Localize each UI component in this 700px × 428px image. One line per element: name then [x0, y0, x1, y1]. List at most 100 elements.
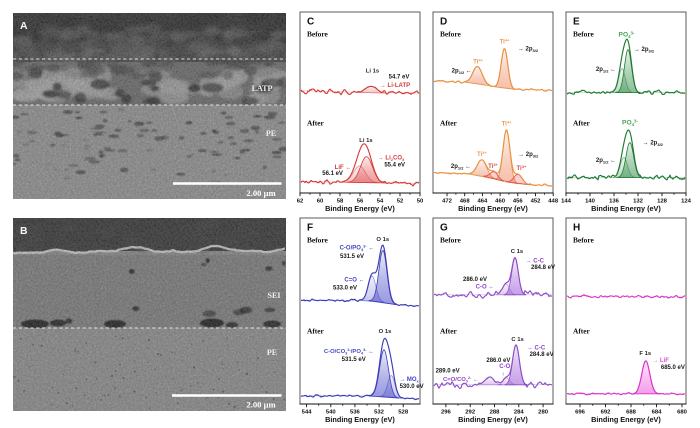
svg-text:532: 532 [374, 409, 385, 415]
svg-text:136: 136 [609, 198, 620, 204]
svg-text:→ MOx: → MOx [399, 377, 419, 384]
svg-text:After: After [440, 327, 458, 336]
svg-text:Li 1s: Li 1s [359, 138, 373, 144]
svg-text:Li 1s: Li 1s [366, 68, 380, 74]
svg-text:452: 452 [531, 198, 542, 204]
svg-text:PO43-: PO43- [619, 30, 635, 39]
svg-text:286.0 eV: 286.0 eV [463, 277, 487, 283]
svg-text:533.0 eV: 533.0 eV [333, 286, 357, 292]
svg-text:58: 58 [337, 198, 344, 204]
svg-text:After: After [573, 119, 591, 128]
svg-text:LATP: LATP [252, 84, 273, 93]
svg-text:680: 680 [677, 409, 688, 415]
svg-text:H: H [573, 223, 580, 234]
svg-text:2.00 μm: 2.00 μm [246, 400, 276, 410]
svg-text:464: 464 [477, 198, 488, 204]
svg-text:289.0 eV: 289.0 eV [436, 368, 460, 374]
svg-text:C-O/PO43- ←: C-O/PO43- ← [340, 243, 375, 252]
svg-text:531.5 eV: 531.5 eV [342, 357, 366, 363]
svg-text:2p1/2 ←: 2p1/2 ← [596, 67, 616, 74]
svg-text:284.8 eV: 284.8 eV [531, 265, 555, 271]
svg-text:D: D [440, 17, 447, 28]
svg-text:124: 124 [681, 198, 692, 204]
svg-text:696: 696 [575, 409, 586, 415]
svg-text:PE: PE [266, 129, 276, 138]
svg-text:692: 692 [601, 409, 612, 415]
svg-text:286.0 eV: 286.0 eV [486, 358, 510, 364]
svg-text:F 1s: F 1s [639, 351, 652, 357]
svg-text:684: 684 [652, 409, 663, 415]
svg-text:472: 472 [442, 198, 453, 204]
svg-text:56: 56 [357, 198, 364, 204]
svg-text:Ti4+: Ti4+ [473, 57, 484, 65]
svg-text:2p1/2 ←: 2p1/2 ← [452, 69, 472, 76]
svg-text:688: 688 [626, 409, 637, 415]
svg-text:2p1/2 ←: 2p1/2 ← [596, 158, 616, 165]
svg-text:After: After [307, 327, 325, 336]
svg-text:C-O: C-O [499, 364, 510, 370]
svg-text:PO43-: PO43- [622, 119, 638, 128]
svg-text:292: 292 [465, 409, 476, 415]
svg-text:F: F [307, 223, 313, 234]
svg-text:284.8 eV: 284.8 eV [530, 352, 554, 358]
svg-text:Binding Energy (eV): Binding Energy (eV) [591, 415, 661, 424]
svg-text:128: 128 [657, 198, 668, 204]
svg-text:460: 460 [495, 198, 506, 204]
svg-text:Before: Before [440, 30, 462, 39]
svg-text:C 1s: C 1s [511, 337, 524, 343]
svg-text:544: 544 [302, 409, 313, 415]
svg-text:After: After [440, 119, 458, 128]
svg-text:After: After [573, 327, 591, 336]
svg-text:456: 456 [513, 198, 524, 204]
svg-text:50: 50 [417, 198, 424, 204]
svg-text:531.5 eV: 531.5 eV [340, 254, 364, 260]
svg-text:448: 448 [548, 198, 559, 204]
svg-text:→ C-C: → C-C [526, 259, 545, 265]
svg-text:2p1/2 ←: 2p1/2 ← [451, 164, 471, 171]
svg-text:→ 2p3/2: → 2p3/2 [643, 141, 664, 148]
svg-text:→ 2p3/2: → 2p3/2 [518, 47, 539, 54]
svg-text:296: 296 [441, 409, 452, 415]
svg-text:↑: ↑ [502, 372, 505, 378]
svg-text:62: 62 [297, 198, 304, 204]
svg-text:56.1 eV: 56.1 eV [322, 171, 343, 177]
svg-text:Binding Energy (eV): Binding Energy (eV) [325, 204, 395, 213]
svg-text:C: C [307, 17, 314, 28]
svg-text:→ 2p3/2: → 2p3/2 [634, 47, 655, 54]
svg-text:G: G [440, 223, 448, 234]
svg-text:Ti4+: Ti4+ [500, 37, 511, 45]
svg-text:Binding Energy (eV): Binding Energy (eV) [458, 204, 528, 213]
svg-text:Before: Before [440, 236, 462, 245]
svg-text:55.4 eV: 55.4 eV [384, 163, 405, 169]
svg-text:C-O ←: C-O ← [476, 284, 495, 290]
svg-text:C 1s: C 1s [511, 249, 524, 255]
svg-text:SEI: SEI [268, 291, 281, 300]
svg-text:B: B [20, 225, 28, 237]
svg-text:685.0 eV: 685.0 eV [661, 365, 685, 371]
svg-text:E: E [573, 17, 580, 28]
svg-text:Before: Before [307, 30, 329, 39]
svg-text:Ti3+: Ti3+ [517, 164, 527, 172]
svg-text:C=O ←: C=O ← [344, 278, 364, 284]
svg-text:After: After [307, 119, 325, 128]
svg-text:530.0 eV: 530.0 eV [400, 384, 424, 390]
svg-text:536: 536 [350, 409, 361, 415]
svg-text:→ LiF: → LiF [652, 358, 669, 364]
svg-text:144: 144 [561, 198, 572, 204]
svg-text:O 1s: O 1s [379, 329, 392, 335]
svg-text:Ti4+: Ti4+ [477, 150, 488, 158]
svg-text:→ C-C: → C-C [527, 345, 546, 351]
svg-text:60: 60 [317, 198, 324, 204]
svg-text:Before: Before [573, 236, 595, 245]
svg-text:2.00 μm: 2.00 μm [246, 188, 276, 198]
svg-text:C=O/CO32- ←: C=O/CO32- ← [443, 375, 479, 384]
svg-text:LiF ←: LiF ← [335, 165, 352, 171]
svg-text:Binding Energy (eV): Binding Energy (eV) [458, 415, 528, 424]
svg-text:528: 528 [398, 409, 409, 415]
svg-text:Before: Before [573, 30, 595, 39]
svg-text:O 1s: O 1s [376, 237, 389, 243]
svg-text:54.7 eV: 54.7 eV [389, 75, 410, 81]
svg-text:284: 284 [514, 409, 525, 415]
svg-text:→ Li2CO3: → Li2CO3 [378, 155, 405, 162]
svg-text:Ti3+: Ti3+ [488, 162, 498, 170]
